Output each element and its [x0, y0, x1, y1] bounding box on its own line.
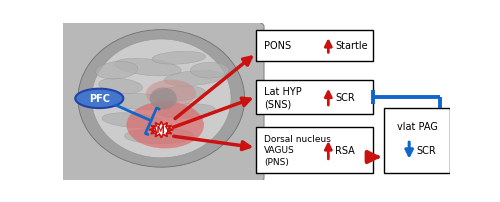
Ellipse shape	[96, 62, 138, 80]
Text: PFC: PFC	[89, 94, 110, 104]
Ellipse shape	[190, 63, 229, 79]
FancyBboxPatch shape	[256, 31, 372, 62]
FancyBboxPatch shape	[384, 108, 450, 174]
Ellipse shape	[152, 52, 206, 65]
Ellipse shape	[126, 102, 204, 149]
Text: vlat PAG: vlat PAG	[396, 122, 438, 132]
Text: Startle: Startle	[336, 41, 368, 51]
Circle shape	[76, 89, 124, 108]
Text: SCR: SCR	[416, 146, 436, 156]
FancyBboxPatch shape	[256, 127, 372, 174]
Text: RSA: RSA	[336, 145, 355, 155]
Ellipse shape	[146, 80, 196, 108]
Text: AMY: AMY	[151, 125, 172, 135]
FancyBboxPatch shape	[55, 23, 264, 183]
Ellipse shape	[98, 79, 142, 94]
Ellipse shape	[102, 94, 178, 110]
Text: PONS: PONS	[264, 41, 291, 51]
Ellipse shape	[124, 128, 194, 144]
Ellipse shape	[164, 71, 224, 86]
Ellipse shape	[150, 88, 177, 110]
Ellipse shape	[152, 87, 205, 102]
Polygon shape	[149, 122, 174, 138]
Ellipse shape	[158, 104, 216, 119]
Text: Lat HYP
(SNS): Lat HYP (SNS)	[264, 86, 302, 108]
FancyBboxPatch shape	[256, 80, 372, 115]
Text: SCR: SCR	[336, 92, 355, 102]
Ellipse shape	[114, 59, 181, 77]
Ellipse shape	[92, 40, 231, 158]
Ellipse shape	[102, 113, 162, 128]
Ellipse shape	[78, 31, 244, 167]
Text: Dorsal nucleus
VAGUS
(PNS): Dorsal nucleus VAGUS (PNS)	[264, 135, 331, 166]
